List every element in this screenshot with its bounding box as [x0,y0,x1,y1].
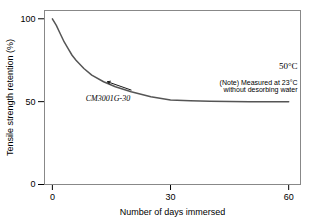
svg-text:50°C: 50°C [279,61,298,71]
svg-text:without desorbing water: without desorbing water [223,86,299,94]
svg-text:100: 100 [20,14,35,24]
svg-text:60: 60 [284,192,294,202]
svg-text:Tensile strength retention (%): Tensile strength retention (%) [5,39,15,156]
svg-text:CM3001G-30: CM3001G-30 [86,94,130,103]
svg-text:0: 0 [30,179,35,189]
svg-text:Number of days immersed: Number of days immersed [120,207,226,217]
svg-text:0: 0 [50,192,55,202]
svg-text:50: 50 [25,97,35,107]
svg-text:30: 30 [166,192,176,202]
svg-text:(Note) Measured at 23°C: (Note) Measured at 23°C [219,79,298,87]
